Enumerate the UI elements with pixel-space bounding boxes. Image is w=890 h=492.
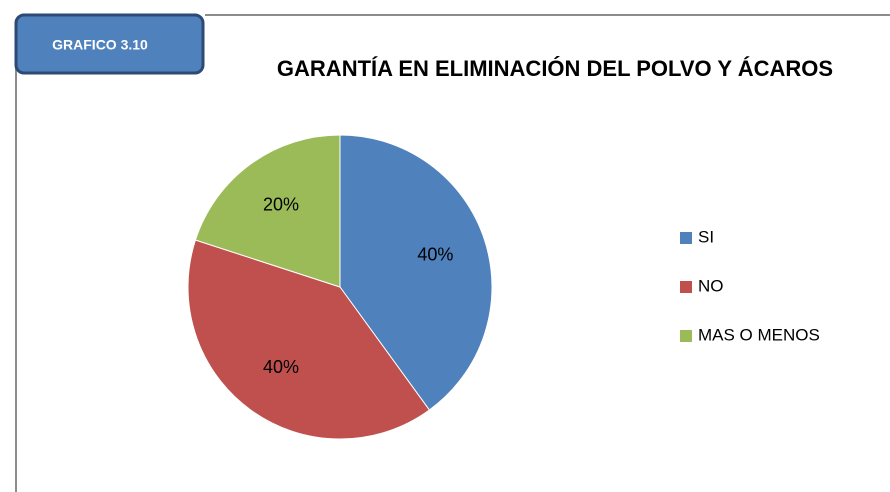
data-label: 40% [263, 357, 299, 377]
data-label: 40% [417, 245, 453, 265]
pie-slice [187, 239, 431, 440]
pie-slice [194, 134, 341, 288]
legend-label: NO [698, 276, 724, 295]
legend-swatch [680, 281, 692, 293]
chart-title: GARANTÍA EN ELIMINACIÓN DEL POLVO Y ÁCAR… [277, 56, 833, 81]
badge-text: GRAFICO 3.10 [52, 37, 148, 53]
legend-swatch [680, 330, 692, 342]
legend-label: MAS O MENOS [698, 325, 820, 344]
badge [14, 13, 205, 75]
legend-label: SI [698, 227, 714, 246]
pie-slice [339, 134, 493, 411]
legend-swatch [680, 232, 692, 244]
data-label: 20% [263, 195, 299, 215]
